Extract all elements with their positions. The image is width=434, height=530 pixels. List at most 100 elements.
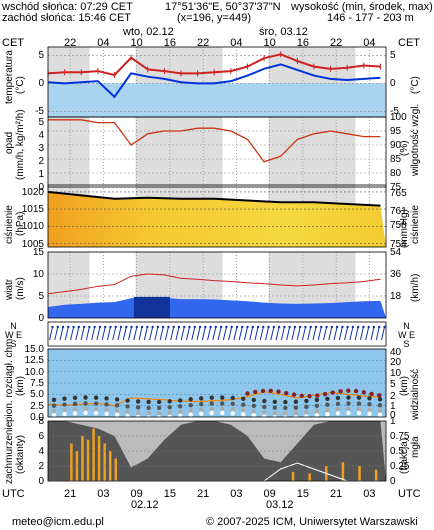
dewpoint-line xyxy=(47,63,381,99)
cloud-layer-dot xyxy=(83,410,88,416)
cloud-layer-dot xyxy=(177,398,183,403)
cloud-layer-dot xyxy=(51,397,57,402)
cloud-low-bar xyxy=(108,451,112,481)
cloud-layer-dot xyxy=(377,412,383,417)
wind-arrow xyxy=(228,326,233,341)
cloud-layer-dot xyxy=(325,402,330,407)
cloud-layer-dot xyxy=(325,407,330,413)
wind-arrow-head xyxy=(272,325,276,329)
cloud-layer-dot xyxy=(135,410,141,416)
cloud-layer-dot xyxy=(209,395,214,400)
wind-dir-strip xyxy=(48,322,386,346)
wind-arrow-head xyxy=(341,325,344,329)
cloud-layer-dot xyxy=(72,406,78,412)
cloud-layer-dot xyxy=(377,408,383,413)
cloud-layer-dot xyxy=(304,414,309,419)
cloud-low-bar xyxy=(97,436,101,481)
cloud-layer-dot xyxy=(125,409,130,415)
wind-arrow-head xyxy=(146,325,149,329)
cloud-low-bar xyxy=(308,473,311,481)
cloud-layer-dot xyxy=(135,405,141,410)
wind-arrow xyxy=(64,326,69,341)
wind-arrow xyxy=(143,326,148,341)
wind-arrow xyxy=(128,326,133,341)
wind-arrow xyxy=(207,326,212,341)
wind-arrow xyxy=(149,326,154,341)
wind-arrow-head xyxy=(161,325,165,329)
wind-arrow-head xyxy=(246,325,249,329)
cloud-tick: 4 xyxy=(38,446,44,457)
cloud-tick: 6 xyxy=(38,431,44,442)
pressure-tick: 1020 xyxy=(21,186,44,198)
wind-tick: 10 xyxy=(32,269,44,280)
wind-arrow xyxy=(212,326,217,341)
vis-km-tick: 20 xyxy=(390,356,402,368)
wind-arrow xyxy=(59,326,64,341)
precip-tick: 2 xyxy=(38,156,44,168)
temp-tick-left: 0 xyxy=(38,78,44,90)
wind-tick: 5 xyxy=(38,291,44,302)
cloud-top-dot xyxy=(322,391,328,397)
cloud-low-bar xyxy=(70,443,73,481)
panel-border-3 xyxy=(47,251,387,319)
night-shade-1-0 xyxy=(48,117,90,187)
wind-arrow-head xyxy=(88,325,91,329)
cloud-layer-dot xyxy=(251,413,257,418)
wind-arrow-head xyxy=(314,325,318,329)
wind-arrow-head xyxy=(372,325,376,329)
wind-arrow xyxy=(233,326,238,341)
wind-arrow-head xyxy=(56,325,59,329)
cloud-low-bar xyxy=(114,458,117,481)
wind-arrow-head xyxy=(151,325,154,329)
vis-tick: 15.0 xyxy=(24,344,44,355)
pressure-tick: 1010 xyxy=(21,221,44,233)
cloud-layer-dot xyxy=(220,410,225,416)
cloud-layer-dot xyxy=(220,406,225,412)
wind-arrow xyxy=(222,326,227,341)
footer-email[interactable]: meteo@icm.edu.pl xyxy=(12,516,104,528)
cloud-layer-dot xyxy=(356,410,362,416)
humidity-tick: 100 xyxy=(390,112,407,123)
wind-arrow xyxy=(154,326,159,341)
cloud-top-dot xyxy=(276,389,281,394)
wind-arrow xyxy=(196,326,201,341)
precip-tick: 3 xyxy=(38,143,44,155)
cloud-layer-dot xyxy=(367,411,372,416)
wind-arrow-head xyxy=(188,325,191,329)
wind-arrow xyxy=(175,326,180,341)
wind-arrow xyxy=(291,326,296,341)
cloud-low-bar xyxy=(103,443,106,481)
cloud-layer-dot xyxy=(304,410,309,415)
cloud-layer-dot xyxy=(93,410,99,416)
panel-border-4 xyxy=(47,348,387,418)
cloud-layer-dot xyxy=(156,411,162,416)
wind-arrow-head xyxy=(177,325,181,329)
cloud-layer-dot xyxy=(241,412,246,417)
wind-arrow xyxy=(375,326,380,341)
cet-hour-label: 04 xyxy=(97,37,110,49)
cloud-low-bar xyxy=(358,466,361,481)
temp-tick-right: -5 xyxy=(390,106,399,118)
sunset-text: zachód słońca: 15:46 CET xyxy=(2,12,132,24)
wind-arrow-head xyxy=(378,325,381,329)
wind-arrow xyxy=(301,326,306,341)
cloud-layer-dot xyxy=(293,405,299,410)
utc-hour-label: 15 xyxy=(296,488,309,500)
cloud-layer-dot xyxy=(346,406,351,412)
cloud-top-dot xyxy=(330,390,336,395)
cloud-layer-dot xyxy=(367,401,372,407)
pressure-tick: 1015 xyxy=(21,204,44,216)
cloud-low-bar xyxy=(81,436,84,481)
cloud-top-dot xyxy=(299,393,304,398)
wind-arrow xyxy=(133,326,138,341)
cloud-layer-dot xyxy=(188,408,193,413)
wind-arrow-head xyxy=(241,325,244,329)
cloud-layer-dot xyxy=(125,398,130,403)
cloud-layer-dot xyxy=(262,404,267,410)
wind-arrow-head xyxy=(156,325,160,329)
cloud-layer-dot xyxy=(114,403,120,408)
wind-arrow-head xyxy=(225,325,228,329)
vis-tick: 10.0 xyxy=(24,366,44,378)
wind-arrow-head xyxy=(356,325,360,329)
